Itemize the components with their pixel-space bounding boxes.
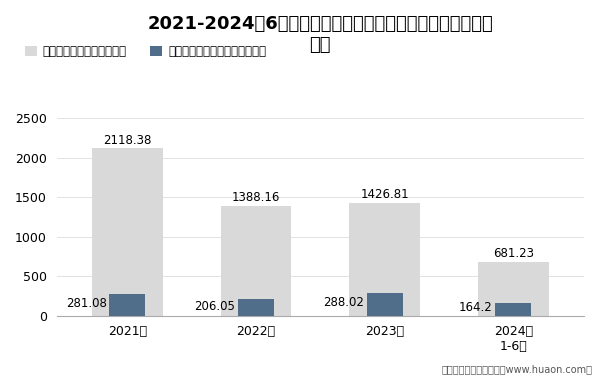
Bar [110,294,146,316]
Title: 2021-2024年6月甘肃省房地产商品住宅及商品住宅现房销售
面积: 2021-2024年6月甘肃省房地产商品住宅及商品住宅现房销售 面积 [147,15,493,54]
Bar [220,206,291,316]
Text: 制图：华经产业研究院（www.huaon.com）: 制图：华经产业研究院（www.huaon.com） [442,364,593,374]
Text: 281.08: 281.08 [66,297,107,309]
Bar [478,262,549,316]
Bar [238,300,274,316]
Bar [349,203,420,316]
Bar [495,303,531,316]
Text: 2118.38: 2118.38 [103,133,152,147]
Text: 1426.81: 1426.81 [361,188,409,201]
Text: 681.23: 681.23 [493,247,534,260]
Text: 288.02: 288.02 [323,296,364,309]
Bar [367,293,403,316]
Bar [92,149,163,316]
Legend: 商品住宅销售面积（万㎡）, 商品住宅现房销售面积（万㎡）: 商品住宅销售面积（万㎡）, 商品住宅现房销售面积（万㎡） [20,40,271,63]
Text: 1388.16: 1388.16 [232,191,280,204]
Text: 206.05: 206.05 [195,300,235,312]
Text: 164.2: 164.2 [459,301,492,314]
